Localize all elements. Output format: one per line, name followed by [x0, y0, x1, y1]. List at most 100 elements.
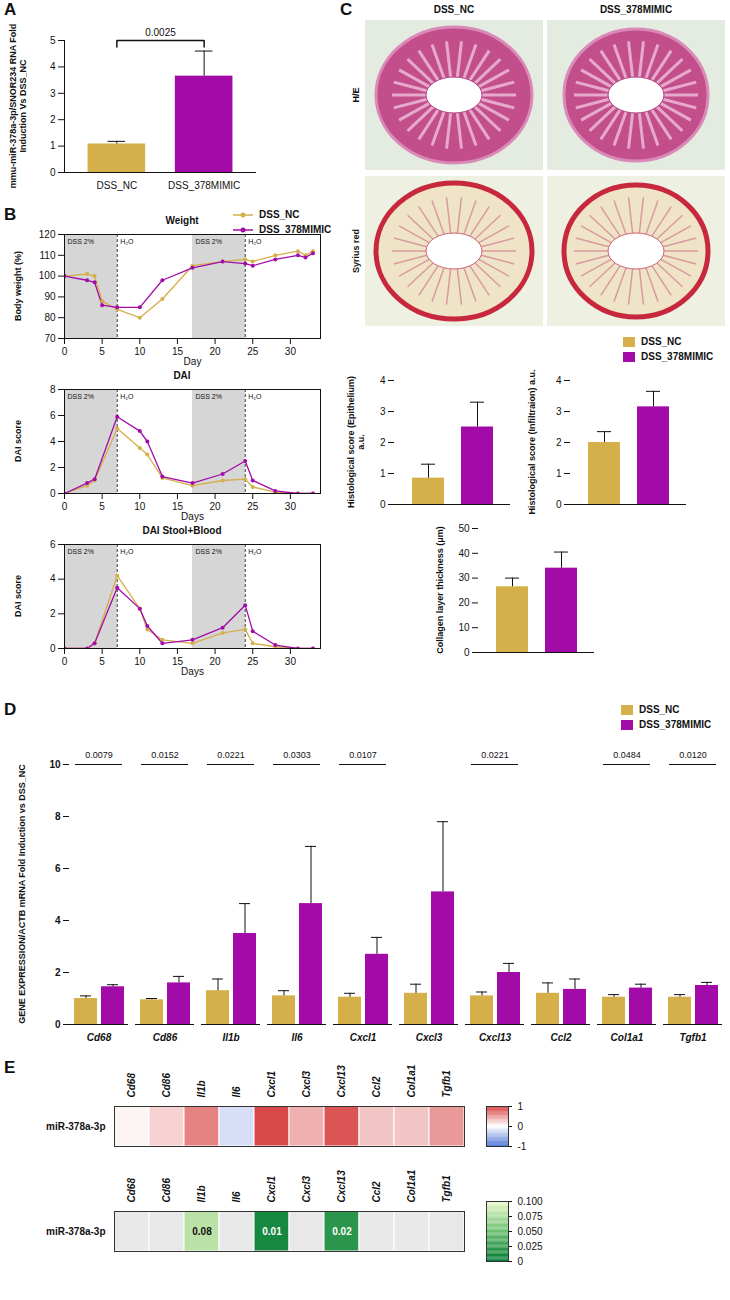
- svg-text:Tgfb1: Tgfb1: [679, 1032, 707, 1043]
- svg-text:0.0025: 0.0025: [145, 27, 176, 38]
- svg-text:5: 5: [99, 346, 105, 357]
- svg-text:Days: Days: [181, 511, 204, 522]
- svg-text:DSS_NC: DSS_NC: [97, 180, 138, 191]
- svg-text:2: 2: [55, 967, 61, 978]
- svg-text:3: 3: [556, 406, 562, 417]
- svg-text:30: 30: [285, 656, 297, 667]
- svg-text:0.0221: 0.0221: [217, 750, 245, 760]
- svg-text:70: 70: [44, 333, 56, 344]
- svg-text:Cxcl1: Cxcl1: [350, 1032, 377, 1043]
- svg-text:Cxcl1: Cxcl1: [266, 1070, 277, 1097]
- svg-text:10: 10: [134, 346, 146, 357]
- svg-text:DSS 2%: DSS 2%: [68, 238, 94, 245]
- svg-text:0.0303: 0.0303: [283, 750, 311, 760]
- svg-text:DSS_378MIMIC: DSS_378MIMIC: [168, 180, 240, 191]
- svg-text:2: 2: [380, 437, 386, 448]
- svg-text:0.100: 0.100: [518, 1196, 543, 1207]
- svg-text:Cd86: Cd86: [161, 1073, 172, 1098]
- svg-text:Ccl2: Ccl2: [371, 1076, 382, 1098]
- svg-text:Col1a1: Col1a1: [406, 1169, 417, 1202]
- svg-text:H₂O: H₂O: [248, 548, 262, 555]
- svg-text:4: 4: [50, 61, 56, 72]
- svg-text:20: 20: [210, 346, 222, 357]
- svg-text:0: 0: [55, 1019, 61, 1030]
- svg-text:Ccl2: Ccl2: [550, 1032, 572, 1043]
- svg-text:20: 20: [458, 597, 470, 608]
- svg-text:20: 20: [210, 501, 222, 512]
- svg-text:40: 40: [458, 548, 470, 559]
- svg-text:Tgfb1: Tgfb1: [441, 1175, 452, 1203]
- svg-text:Il1b: Il1b: [222, 1032, 239, 1043]
- svg-text:0.01: 0.01: [262, 1226, 282, 1237]
- svg-text:0: 0: [50, 167, 56, 178]
- svg-text:Il6: Il6: [231, 1086, 242, 1098]
- svg-text:0: 0: [62, 501, 68, 512]
- svg-text:110: 110: [40, 250, 56, 261]
- svg-text:5: 5: [99, 501, 105, 512]
- svg-text:0: 0: [62, 346, 68, 357]
- svg-text:4: 4: [380, 375, 386, 386]
- svg-text:Cd86: Cd86: [161, 1178, 172, 1203]
- svg-text:DSS 2%: DSS 2%: [196, 548, 222, 555]
- svg-text:0.08: 0.08: [192, 1226, 212, 1237]
- svg-text:6: 6: [50, 539, 56, 550]
- svg-text:miR-378a-3p: miR-378a-3p: [46, 1226, 105, 1237]
- svg-text:0.0120: 0.0120: [679, 750, 707, 760]
- svg-text:0: 0: [380, 499, 386, 510]
- svg-text:4: 4: [50, 573, 56, 584]
- svg-text:0: 0: [464, 647, 470, 658]
- svg-text:50: 50: [458, 523, 470, 534]
- svg-text:5: 5: [50, 35, 56, 46]
- svg-text:H₂O: H₂O: [120, 393, 134, 400]
- svg-text:Cxcl3: Cxcl3: [301, 1070, 312, 1097]
- svg-text:6: 6: [50, 410, 56, 421]
- svg-text:10: 10: [49, 759, 61, 770]
- svg-text:1: 1: [556, 468, 562, 479]
- svg-text:10: 10: [134, 501, 146, 512]
- svg-text:Days: Days: [181, 666, 204, 677]
- svg-text:6: 6: [55, 863, 61, 874]
- svg-text:25: 25: [247, 501, 259, 512]
- svg-text:0.0107: 0.0107: [349, 750, 377, 760]
- svg-text:90: 90: [44, 291, 56, 302]
- svg-text:30: 30: [285, 501, 297, 512]
- svg-text:4: 4: [556, 375, 562, 386]
- svg-text:Cd68: Cd68: [126, 1073, 137, 1098]
- svg-text:H₂O: H₂O: [120, 238, 134, 245]
- svg-text:1: 1: [380, 468, 386, 479]
- svg-text:0: 0: [50, 488, 56, 499]
- svg-text:0.02: 0.02: [332, 1226, 352, 1237]
- svg-text:2: 2: [50, 114, 56, 125]
- svg-text:15: 15: [172, 346, 184, 357]
- svg-text:0.025: 0.025: [518, 1241, 543, 1252]
- svg-text:0: 0: [518, 1121, 524, 1132]
- svg-text:Il1b: Il1b: [196, 1080, 207, 1097]
- svg-text:DSS 2%: DSS 2%: [68, 548, 94, 555]
- svg-text:DSS 2%: DSS 2%: [68, 393, 94, 400]
- svg-text:H₂O: H₂O: [248, 393, 262, 400]
- svg-text:Il6: Il6: [291, 1032, 303, 1043]
- svg-text:Cd86: Cd86: [153, 1032, 178, 1043]
- svg-text:0: 0: [62, 656, 68, 667]
- svg-text:Cxcl1: Cxcl1: [266, 1175, 277, 1202]
- svg-text:Cxcl13: Cxcl13: [479, 1032, 512, 1043]
- svg-text:4: 4: [50, 436, 56, 447]
- svg-text:3: 3: [50, 88, 56, 99]
- svg-text:Tgfb1: Tgfb1: [441, 1070, 452, 1098]
- svg-text:100: 100: [39, 270, 56, 281]
- svg-text:Cxcl3: Cxcl3: [416, 1032, 443, 1043]
- svg-text:10: 10: [134, 656, 146, 667]
- svg-text:8: 8: [50, 384, 56, 395]
- svg-text:0.0079: 0.0079: [85, 750, 113, 760]
- svg-text:Cd68: Cd68: [126, 1178, 137, 1203]
- svg-text:0.075: 0.075: [518, 1211, 543, 1222]
- svg-text:0: 0: [556, 499, 562, 510]
- svg-text:Col1a1: Col1a1: [611, 1032, 644, 1043]
- svg-text:30: 30: [285, 346, 297, 357]
- svg-text:H₂O: H₂O: [248, 238, 262, 245]
- svg-text:Cxcl13: Cxcl13: [336, 1170, 347, 1203]
- svg-text:80: 80: [44, 312, 56, 323]
- svg-text:2: 2: [50, 608, 56, 619]
- svg-text:-1: -1: [518, 1141, 527, 1152]
- svg-text:1: 1: [518, 1101, 524, 1112]
